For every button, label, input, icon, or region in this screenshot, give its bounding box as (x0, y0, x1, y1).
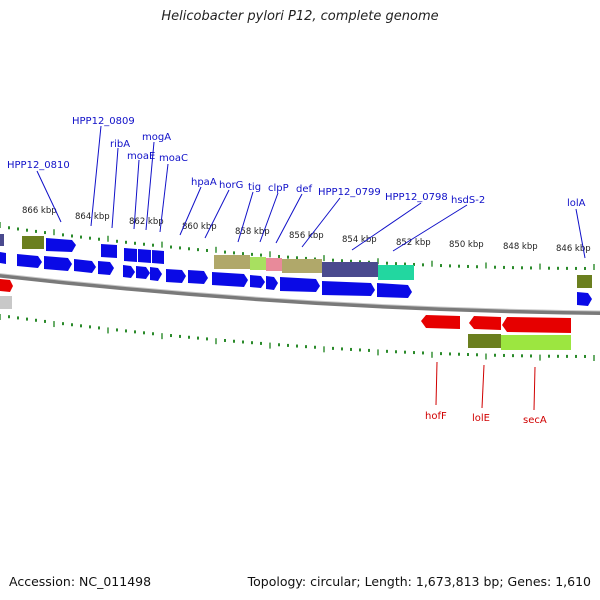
topology-label: Topology: circular; Length: 1,673,813 bp… (247, 574, 591, 589)
forward-feature-blocks (0, 234, 592, 288)
gene-arrow[interactable] (166, 269, 186, 283)
gene-label[interactable]: def (296, 184, 313, 195)
gene-arrow[interactable] (136, 266, 150, 279)
gene-arrow[interactable] (377, 283, 412, 298)
kbp-label: 850 kbp (449, 240, 484, 250)
reverse-gene-labels: hofF lolE secA (425, 411, 547, 426)
gene-label[interactable]: HPP12_0798 (385, 192, 448, 203)
gene-arrow[interactable] (101, 244, 117, 258)
gene-arrow[interactable] (74, 259, 96, 273)
gene-label[interactable]: HPP12_0810 (7, 160, 70, 171)
gene-arrow[interactable] (188, 270, 208, 284)
gene-arrow[interactable] (280, 277, 320, 292)
feature-block (0, 234, 4, 246)
gene-arrow[interactable] (322, 281, 375, 296)
kbp-label: 854 kbp (342, 235, 377, 245)
gene-arrow[interactable] (469, 316, 501, 330)
feature-block (378, 265, 414, 280)
reverse-leader-lines (435, 361, 536, 411)
feature-block (266, 258, 282, 271)
forward-gene-arrows (0, 238, 592, 306)
gene-label[interactable]: ribA (110, 139, 130, 150)
kbp-label: 848 kbp (503, 242, 538, 252)
gene-label[interactable]: hsdS-2 (451, 195, 485, 206)
gene-label[interactable]: moaC (159, 153, 188, 164)
gene-label[interactable]: HPP12_0809 (72, 116, 135, 127)
genome-backbone-highlight (0, 273, 600, 312)
kbp-label: 866 kbp (22, 206, 57, 216)
reverse-gene-arrows (0, 279, 571, 350)
gene-label[interactable]: lolE (472, 413, 490, 424)
gene-label[interactable]: clpP (268, 183, 289, 194)
gene-label[interactable]: secA (523, 415, 547, 426)
gene-label[interactable]: hofF (425, 411, 447, 422)
gene-label[interactable]: tig (248, 182, 261, 193)
gene-arrow[interactable] (250, 275, 265, 288)
gene-arrow[interactable] (98, 261, 114, 275)
gene-label[interactable]: hpaA (191, 177, 217, 188)
gene-arrow[interactable] (152, 250, 164, 264)
gene-arrow[interactable] (17, 254, 42, 268)
gene-arrow[interactable] (266, 276, 278, 290)
gene-arrow[interactable] (150, 267, 162, 281)
gene-arrow[interactable] (0, 279, 13, 292)
gene-arrow[interactable] (577, 292, 592, 306)
kbp-label: 852 kbp (396, 238, 431, 248)
genome-backbone (0, 273, 600, 315)
gene-label[interactable]: horG (219, 180, 243, 191)
feature-block (214, 255, 250, 269)
forward-gene-labels: HPP12_0810 HPP12_0809 ribA moaE mogA moa… (7, 116, 586, 209)
feature-block (250, 257, 266, 270)
gene-arrow[interactable] (138, 249, 151, 263)
gene-arrow[interactable] (0, 252, 6, 264)
gene-label[interactable]: moaE (127, 151, 155, 162)
kbp-label: 858 kbp (235, 227, 270, 237)
gene-label[interactable]: HPP12_0799 (318, 187, 381, 198)
accession-label: Accession: NC_011498 (9, 574, 152, 589)
feature-block (501, 335, 571, 350)
map-title: Helicobacter pylori P12, complete genome (161, 9, 439, 24)
feature-block (22, 236, 44, 249)
gene-arrow[interactable] (421, 315, 460, 329)
gene-arrow[interactable] (123, 265, 135, 278)
inner-tick-row (0, 314, 595, 361)
kbp-label: 856 kbp (289, 231, 324, 241)
kbp-label: 846 kbp (556, 244, 591, 254)
feature-block (322, 262, 378, 277)
gene-arrow[interactable] (124, 248, 137, 262)
forward-leader-lines (36, 125, 586, 259)
gene-arrow[interactable] (44, 256, 72, 271)
feature-block (468, 334, 501, 348)
kbp-label: 860 kbp (182, 222, 217, 232)
gene-arrow[interactable] (46, 238, 76, 252)
feature-block (577, 275, 592, 288)
gene-label[interactable]: lolA (567, 198, 586, 209)
feature-block (282, 259, 322, 273)
gene-label[interactable]: mogA (142, 132, 171, 143)
gene-arrow[interactable] (212, 272, 248, 287)
gene-arrow[interactable] (502, 317, 571, 333)
feature-block (0, 296, 12, 309)
